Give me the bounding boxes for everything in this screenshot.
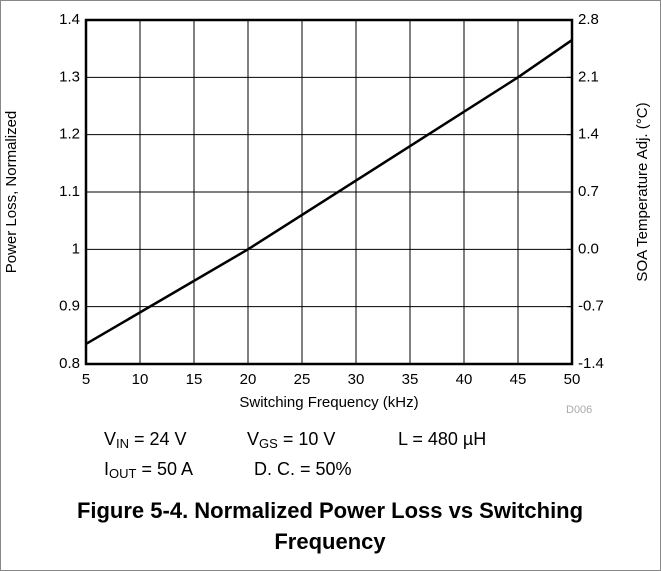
condition: VGS = 10 V (247, 429, 335, 452)
x-axis-label: Switching Frequency (kHz) (239, 394, 418, 411)
x-tick-label: 50 (564, 371, 581, 388)
condition-main: D. C. = 50% (254, 459, 352, 479)
condition: L = 480 µH (398, 429, 486, 449)
condition-sub: OUT (109, 466, 137, 481)
y2-tick-label: 0.0 (578, 240, 599, 257)
y-tick-label: 1.4 (59, 11, 80, 28)
condition-rest: = 50 A (136, 459, 193, 479)
x-tick-label: 5 (82, 371, 90, 388)
y2-tick-label: -0.7 (578, 298, 604, 315)
x-tick-label: 35 (402, 371, 419, 388)
x-tick-label: 30 (348, 371, 365, 388)
condition-sub: GS (259, 436, 278, 451)
condition: D. C. = 50% (254, 459, 352, 479)
y2-tick-label: 2.8 (578, 11, 599, 28)
y2-tick-label: 2.1 (578, 68, 599, 85)
y2-tick-label: 1.4 (578, 126, 599, 143)
plot-frame (84, 18, 574, 366)
x-tick-label: 10 (132, 371, 149, 388)
x-tick-label: 40 (456, 371, 473, 388)
condition-main: L = 480 µH (398, 429, 486, 449)
x-tick-label: 45 (510, 371, 527, 388)
condition-rest: = 24 V (129, 429, 187, 449)
y-tick-label: 1.2 (59, 126, 80, 143)
code-label: D006 (566, 404, 592, 416)
y-axis-label: Power Loss, Normalized (3, 111, 20, 274)
y2-tick-label: 0.7 (578, 183, 599, 200)
x-tick-label: 15 (186, 371, 203, 388)
condition-sub: IN (116, 436, 129, 451)
y-tick-label: 0.9 (59, 298, 80, 315)
x-tick-label: 25 (294, 371, 311, 388)
y-tick-label: 1.1 (59, 183, 80, 200)
data-line (85, 39, 573, 346)
y2-axis-label: SOA Temperature Adj. (°C) (634, 102, 651, 281)
caption: Figure 5-4. Normalized Power Loss vs Swi… (77, 498, 583, 523)
y2-tick-label: -1.4 (578, 355, 604, 372)
caption: Frequency (274, 529, 386, 554)
y-tick-label: 0.8 (59, 355, 80, 372)
condition-main: I (104, 459, 109, 479)
condition: VIN = 24 V (104, 429, 187, 452)
condition-main: V (104, 429, 116, 449)
x-tick-label: 20 (240, 371, 257, 388)
y-tick-label: 1.3 (59, 68, 80, 85)
y-tick-label: 1 (72, 240, 80, 257)
condition: IOUT = 50 A (104, 459, 193, 482)
condition-rest: = 10 V (278, 429, 336, 449)
condition-main: V (247, 429, 259, 449)
